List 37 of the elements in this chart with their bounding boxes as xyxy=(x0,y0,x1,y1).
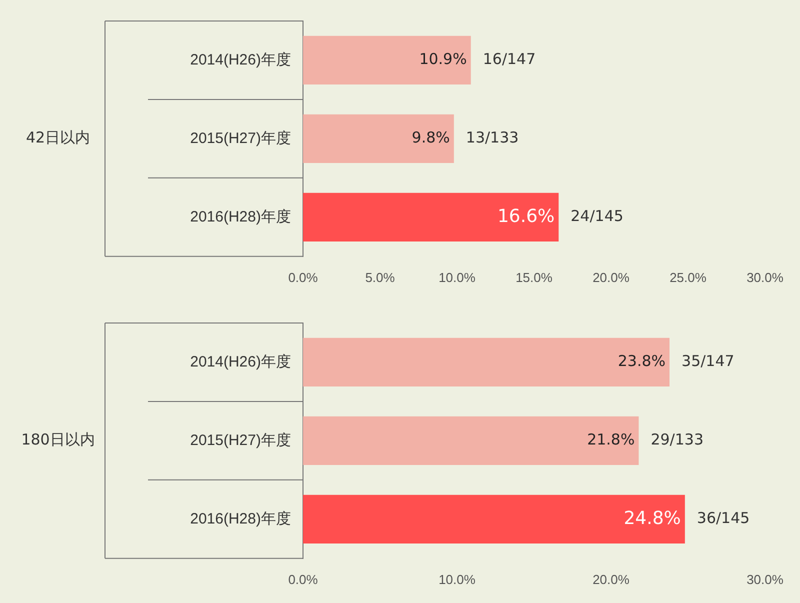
y-axis-title: 180日以内 xyxy=(21,430,95,449)
x-tick-label: 30.0% xyxy=(746,572,784,587)
annotation: 16/147 xyxy=(482,50,536,68)
annotation: 13/133 xyxy=(466,128,519,147)
bar xyxy=(303,192,559,242)
annotation: 36/145 xyxy=(696,509,750,528)
bar xyxy=(303,338,670,387)
y-axis-title: 42日以内 xyxy=(26,128,90,147)
x-tick-label: 10.0% xyxy=(438,270,476,285)
data-label: 23.8% xyxy=(618,352,666,370)
annotation: 29/133 xyxy=(650,430,704,449)
x-tick-label: 5.0% xyxy=(365,270,396,285)
bar xyxy=(303,114,454,164)
annotation: 24/145 xyxy=(570,207,624,226)
x-tick-label: 20.0% xyxy=(592,270,630,285)
x-tick-label: 0.0% xyxy=(288,270,318,285)
x-tick-label: 0.0% xyxy=(288,572,318,587)
data-label: 21.8% xyxy=(587,430,635,449)
bar xyxy=(303,416,639,466)
x-tick-label: 20.0% xyxy=(592,572,630,587)
y-tick-label: 2015(H27)年度 xyxy=(190,432,291,449)
x-tick-label: 15.0% xyxy=(516,270,553,285)
y-tick-label: 2016(H28)年度 xyxy=(190,208,291,226)
bar xyxy=(303,36,471,85)
y-tick-label: 2016(H28)年度 xyxy=(190,510,291,528)
x-tick-label: 30.0% xyxy=(746,270,784,285)
data-label: 9.8% xyxy=(412,128,450,147)
y-tick-label: 2014(H26)年度 xyxy=(190,353,291,370)
y-tick-label: 2015(H27)年度 xyxy=(190,130,291,147)
data-label: 10.9% xyxy=(419,50,467,68)
x-tick-label: 10.0% xyxy=(438,572,476,587)
annotation: 35/147 xyxy=(682,352,734,370)
data-label: 16.6% xyxy=(497,206,555,227)
x-tick-label: 25.0% xyxy=(670,270,707,285)
data-label: 24.8% xyxy=(624,508,681,529)
bar xyxy=(303,494,685,544)
y-tick-label: 2014(H26)年度 xyxy=(190,51,291,68)
